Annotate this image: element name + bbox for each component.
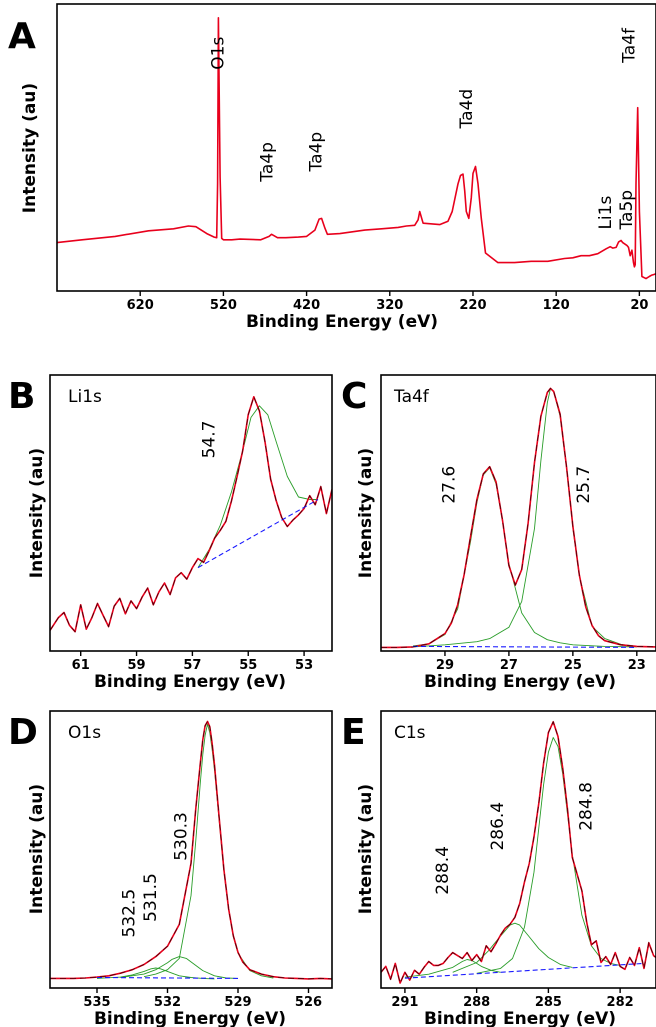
x-tick-label: 59 (128, 658, 146, 673)
component-line (452, 922, 573, 973)
x-tick-label: 285 (535, 995, 562, 1010)
peak-annotation: 286.4 (488, 802, 508, 851)
background-line (197, 499, 319, 569)
x-axis-title: Binding Energy (eV) (94, 672, 286, 692)
peak-annotation: O1s (208, 37, 228, 70)
series-group (381, 720, 656, 985)
peak-annotation: 530.3 (171, 812, 191, 861)
data-line (50, 395, 332, 633)
x-tick-label: 55 (239, 658, 257, 673)
data-line (381, 720, 656, 984)
x-axis-title: Binding Energy (eV) (424, 1009, 616, 1027)
peak-annotation: 531.5 (141, 873, 161, 922)
x-tick-label: 291 (391, 995, 418, 1010)
peak-annotation: 25.7 (574, 466, 594, 504)
x-tick-label: 220 (459, 298, 486, 313)
panel-c: C Ta4f 29 27 25 23 Binding Energy (eV) Intensit… (341, 374, 656, 692)
x-tick-label: 120 (543, 298, 570, 313)
series-group (50, 720, 332, 980)
component-line (120, 956, 239, 979)
peak-annotation: 27.6 (440, 466, 460, 504)
y-axis-title: Intensity (au) (27, 448, 47, 578)
envelope-line (50, 395, 332, 633)
x-tick-label: 53 (295, 658, 313, 673)
plot-frame (380, 710, 656, 989)
x-tick-label: 57 (183, 658, 201, 673)
panel-letter: B (8, 376, 35, 417)
series-group (50, 395, 332, 633)
x-tick-label: 29 (436, 658, 454, 673)
x-tick-label: 620 (127, 298, 154, 313)
component-line (404, 959, 501, 978)
x-tick-label: 529 (224, 995, 251, 1010)
y-axis-title: Intensity (au) (20, 83, 40, 213)
x-axis-title: Binding Energy (eV) (94, 1009, 286, 1027)
peak-annotation: Ta4p (307, 132, 327, 173)
peak-annotation: Li1s (596, 196, 616, 230)
peak-annotation: 54.7 (200, 421, 220, 459)
peak-annotation: Ta4f (619, 27, 639, 64)
x-tick-label: 320 (376, 298, 403, 313)
panel-d: D O1s 535 532 529 526 Binding Energy (eV) Inten… (8, 710, 333, 1027)
y-axis-title: Intensity (au) (356, 784, 376, 914)
panel-letter: C (341, 376, 367, 417)
x-tick-label: 535 (83, 995, 110, 1010)
x-tick-label: 532 (154, 995, 181, 1010)
panel-b: B Li1s 61 59 57 55 53 Binding Energy (eV) Intens… (8, 374, 333, 692)
x-tick-label: 23 (628, 658, 646, 673)
background-line (412, 645, 637, 648)
component-line (96, 967, 215, 980)
data-line (50, 720, 332, 980)
y-axis-title: Intensity (au) (356, 448, 376, 578)
panel-a: A 620 520 420 320 220 120 20 Binding Energy (eV)… (8, 3, 656, 332)
x-tick-label: 20 (630, 298, 648, 313)
series-group (57, 16, 656, 280)
panel-letter: E (341, 712, 366, 753)
peak-annotation: 288.4 (433, 846, 453, 895)
x-tick-label: 61 (72, 658, 90, 673)
panel-title: O1s (68, 723, 101, 743)
peak-annotation: 532.5 (120, 889, 140, 938)
plot-frame (49, 710, 333, 989)
y-axis-title: Intensity (au) (27, 784, 47, 914)
plot-frame (49, 374, 333, 652)
peak-annotation: 284.8 (576, 782, 596, 831)
x-tick-label: 282 (607, 995, 634, 1010)
x-axis-title: Binding Energy (eV) (246, 312, 438, 332)
peak-annotation: Ta4p (258, 142, 278, 183)
x-tick-label: 288 (463, 995, 490, 1010)
x-tick-label: 27 (500, 658, 518, 673)
panel-letter: D (8, 712, 38, 753)
envelope-line (381, 387, 656, 648)
panel-title: Ta4f (393, 387, 430, 407)
panel-title: C1s (394, 723, 426, 743)
peak-annotation: Ta5p (617, 190, 637, 231)
data-line (57, 16, 656, 280)
panel-title: Li1s (68, 387, 102, 407)
peak-annotation: Ta4d (457, 89, 477, 130)
series-group (381, 387, 656, 649)
x-tick-label: 420 (293, 298, 320, 313)
component-line (143, 723, 274, 979)
component-line (476, 737, 621, 974)
x-tick-label: 526 (295, 995, 322, 1010)
plot-frame (56, 3, 656, 292)
plot-frame (380, 374, 656, 652)
x-tick-label: 25 (564, 658, 582, 673)
x-tick-label: 520 (210, 298, 237, 313)
x-axis-title: Binding Energy (eV) (424, 672, 616, 692)
component-line (197, 405, 318, 568)
component-line (412, 387, 637, 648)
panel-letter: A (8, 16, 36, 57)
